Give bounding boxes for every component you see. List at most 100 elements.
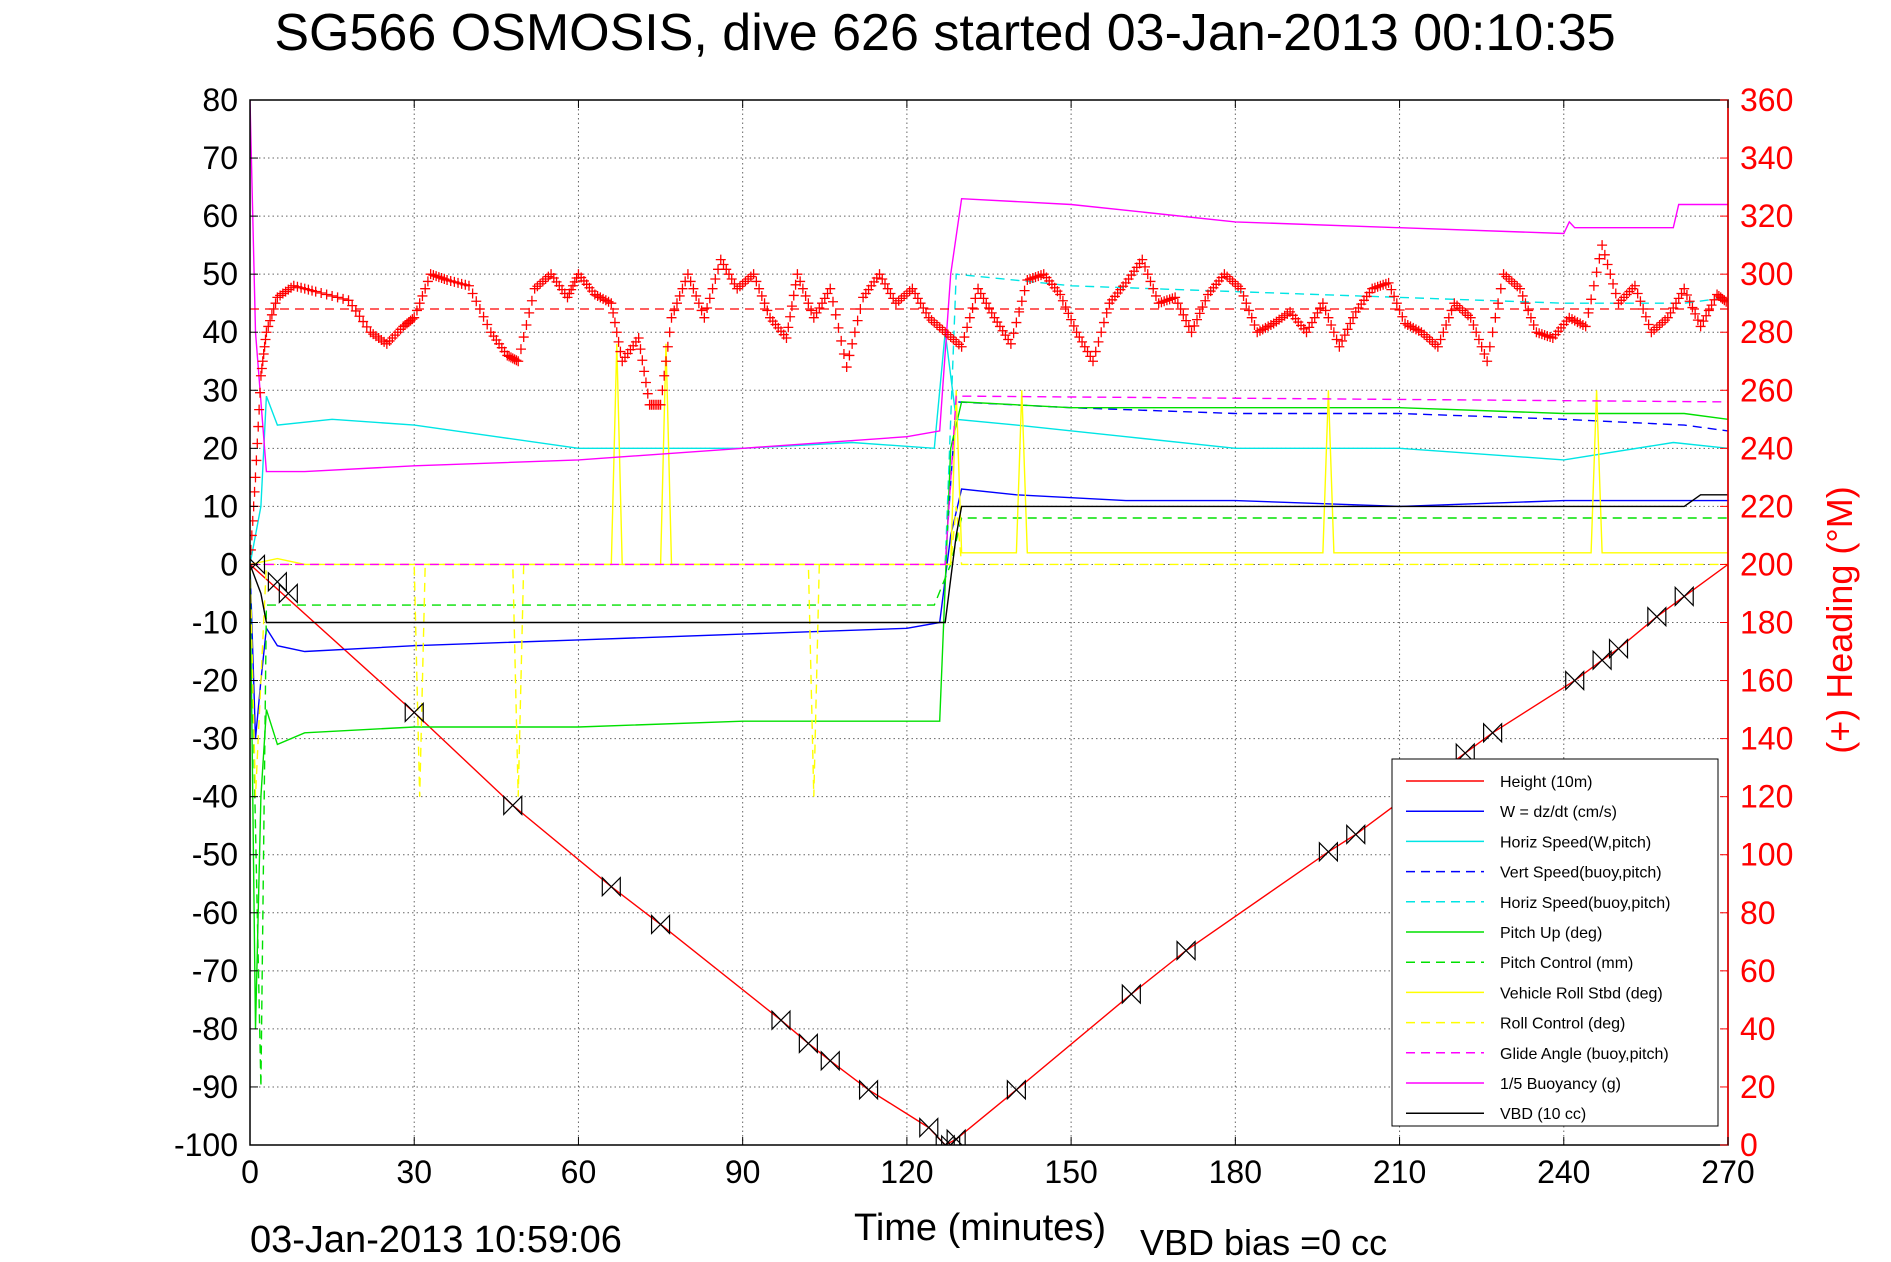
heading-marker [251,455,262,466]
heading-marker [1473,334,1484,345]
heading-marker [1189,320,1200,331]
y-right-tick-label: 220 [1740,488,1793,524]
y-right-tick-label: 0 [1740,1127,1758,1163]
y-right-tick-label: 140 [1740,721,1793,757]
heading-marker [1235,283,1246,294]
heading-marker [1145,276,1156,287]
heading-marker [785,311,796,322]
heading-marker [956,341,967,352]
heading-marker [1142,269,1153,280]
heading-marker [1331,334,1342,345]
waypoint-marker [1346,823,1366,845]
y-right-tick-label: 340 [1740,140,1793,176]
heading-marker [696,305,707,316]
heading-marker [1471,327,1482,338]
heading-marker [260,334,271,345]
heading-marker [1695,321,1706,332]
heading-marker [1643,319,1654,330]
heading-marker [803,298,814,309]
heading-marker [640,377,651,388]
heading-marker [685,276,696,287]
heading-marker [1055,289,1066,300]
y-left-tick-label: -10 [192,605,238,641]
y-left-tick-label: 80 [202,82,238,118]
x-tick-label: 120 [880,1154,933,1190]
heading-marker [361,321,372,332]
waypoint-marker [798,1032,818,1054]
heading-marker [606,298,617,309]
heading-marker [1098,317,1109,328]
heading-marker [1635,296,1646,307]
heading-marker [609,317,620,328]
y-left-tick-label: 50 [202,256,238,292]
heading-marker [806,305,817,316]
heading-marker [1057,295,1068,306]
heading-marker [252,438,263,449]
heading-marker [762,305,773,316]
heading-markers [250,240,1728,570]
heading-marker [250,472,261,483]
heading-marker [250,515,258,526]
y-left-tick-label: -80 [192,1011,238,1047]
heading-marker [1140,261,1151,272]
heading-marker [1487,327,1498,338]
heading-marker [962,322,973,333]
heading-marker [855,304,866,314]
heading-marker [321,289,332,300]
heading-marker [1066,314,1077,325]
heading-marker [1605,269,1616,280]
heading-marker [844,350,855,361]
heading-marker [259,341,270,352]
heading-marker [662,341,673,352]
heading-marker [513,356,524,367]
heading-marker [327,290,338,301]
heading-marker [666,312,677,323]
heading-marker [1608,278,1619,289]
heading-marker [671,298,682,309]
heading-marker [255,370,266,381]
heading-marker [1088,356,1099,367]
heading-marker [1583,307,1594,318]
heading-marker [1241,298,1252,309]
heading-marker [781,333,792,344]
heading-marker [1479,348,1490,359]
heading-marker [263,321,274,332]
heading-marker [1586,294,1597,305]
waypoint-marker [919,1117,939,1139]
waypoint-marker [1318,841,1338,863]
y-right-tick-label: 80 [1740,895,1776,931]
waypoint-marker [1674,585,1694,607]
heading-marker [1446,305,1457,316]
heading-marker [1692,315,1703,326]
heading-marker [358,316,369,327]
x-tick-label: 240 [1537,1154,1590,1190]
heading-marker [1493,298,1504,309]
heading-marker [270,298,281,309]
heading-marker [615,346,626,357]
x-tick-label: 150 [1044,1154,1097,1190]
series-line [250,100,1728,473]
heading-marker [759,298,770,309]
heading-marker [256,363,267,374]
heading-marker [1093,336,1104,347]
heading-marker [422,276,433,287]
heading-marker [1148,283,1159,294]
x-tick-label: 270 [1701,1154,1754,1190]
heading-marker [250,544,256,555]
heading-marker [1465,312,1476,323]
legend-label: Vehicle Roll Stbd (deg) [1500,985,1663,1002]
heading-marker [1698,316,1709,327]
heading-marker [1703,305,1714,316]
heading-marker [1640,311,1651,322]
legend-box [1391,758,1719,1127]
y-right-tick-label: 320 [1740,198,1793,234]
heading-marker [1438,327,1449,338]
heading-marker [613,336,624,347]
right-axis-label: (+) Heading (°M) [1819,486,1860,753]
heading-marker [783,322,794,333]
legend-label: 1/5 Buoyancy (g) [1500,1076,1621,1093]
heading-marker [471,296,482,307]
heading-marker [788,290,799,301]
heading-marker [677,283,688,294]
heading-marker [1137,254,1148,265]
